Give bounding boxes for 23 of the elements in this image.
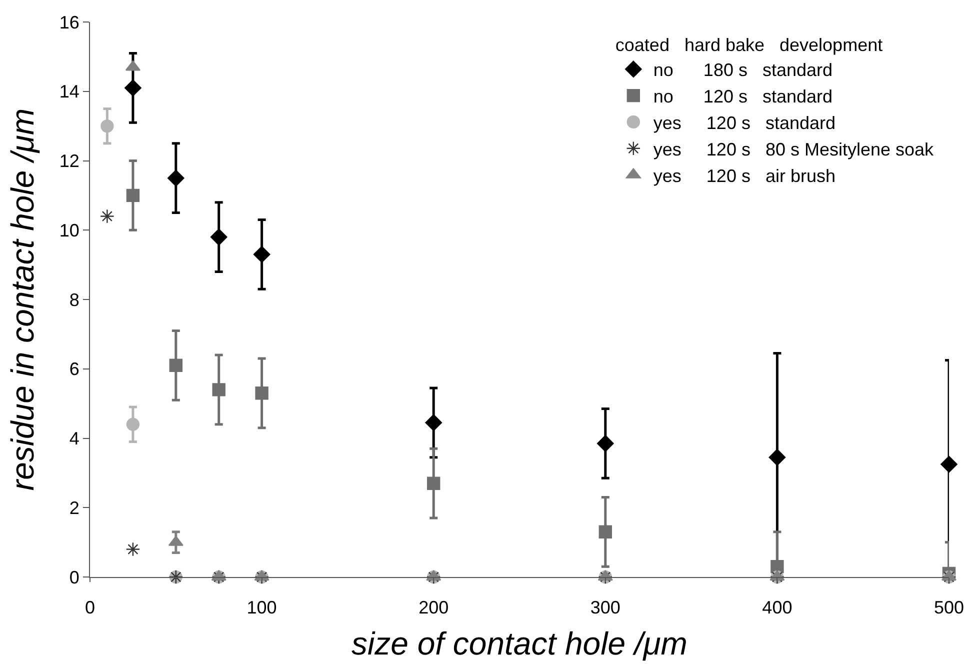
y-tick-label: 0 — [69, 567, 80, 588]
y-tick-label: 10 — [59, 220, 80, 240]
legend-label: yes 120 s 80 s Mesitylene soak — [653, 139, 935, 160]
y-tick-label: 14 — [59, 82, 80, 102]
x-tick-label: 400 — [762, 598, 792, 618]
legend-label: yes 120 s air brush — [653, 166, 836, 186]
legend-label: no 120 s standard — [653, 86, 833, 107]
y-tick-label: 8 — [69, 290, 80, 310]
legend-label: yes 120 s standard — [653, 112, 836, 133]
x-axis-title: size of contact hole /μm — [352, 626, 688, 662]
y-tick-label: 4 — [69, 428, 80, 449]
y-tick-label: 12 — [59, 151, 80, 172]
x-tick-label: 500 — [934, 598, 964, 618]
legend-label: no 180 s standard — [653, 60, 833, 80]
x-tick-label: 0 — [84, 598, 96, 618]
y-tick-label: 2 — [69, 498, 80, 518]
x-tick-label: 300 — [590, 598, 620, 618]
y-axis-title: residue in contact hole /μm — [4, 108, 41, 491]
y-tick-label: 6 — [69, 359, 80, 380]
legend-title: coated hard bake development — [615, 34, 883, 55]
y-tick-label: 16 — [59, 12, 80, 32]
x-tick-label: 100 — [246, 598, 277, 618]
x-tick-label: 200 — [418, 598, 449, 618]
